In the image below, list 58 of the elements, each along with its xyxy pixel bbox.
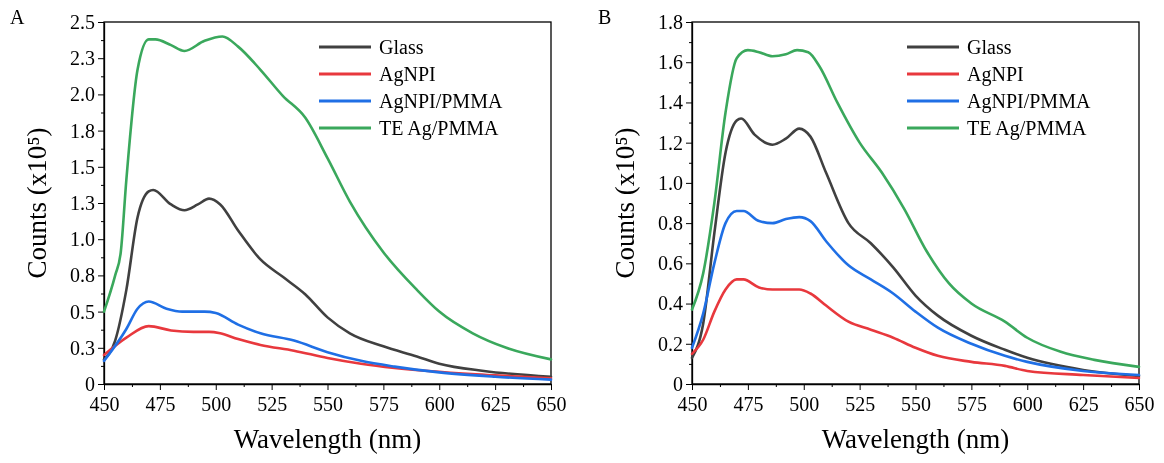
y-tick-label: 0.3 (70, 336, 95, 359)
x-tick-label: 500 (201, 393, 232, 415)
y-tick-label: 1.0 (658, 171, 683, 194)
line-series (690, 209, 1141, 377)
x-tick-label: 650 (1124, 393, 1155, 415)
legend-label: AgNPI/PMMA (379, 90, 503, 113)
y-tick-label: 1.3 (70, 191, 95, 214)
legend-label: Glass (379, 36, 424, 58)
y-tick-label: 1.8 (658, 10, 683, 33)
x-tick-label: 500 (789, 393, 820, 415)
y-tick-label: 0.8 (70, 264, 95, 287)
x-tick-label: 575 (956, 393, 987, 415)
x-tick-label: 600 (424, 393, 455, 415)
y-tick-label: 2.3 (70, 47, 95, 70)
y-tick-label: 0.6 (658, 252, 683, 275)
legend-label: TE Ag/PMMA (967, 117, 1088, 140)
x-tick-label: 525 (845, 393, 876, 415)
y-tick-label: 0.4 (658, 292, 683, 315)
x-tick-label: 575 (368, 393, 399, 415)
x-tick-label: 525 (257, 393, 288, 415)
line-series (102, 300, 553, 381)
y-tick-label: 0 (85, 372, 95, 395)
text: B (598, 6, 612, 28)
y-axis-title: Counts (x10⁵) (610, 127, 640, 279)
x-tick-label: 650 (536, 393, 567, 415)
y-tick-label: 1.8 (70, 119, 95, 142)
x-tick-label: 625 (480, 393, 511, 415)
x-axis-title: Wavelength (nm) (233, 424, 422, 454)
x-tick-label: 450 (89, 393, 120, 415)
legend-label: TE Ag/PMMA (379, 117, 500, 140)
x-tick-label: 475 (145, 393, 176, 415)
y-tick-label: 0.2 (658, 332, 683, 355)
y-tick-label: 0.5 (70, 300, 95, 323)
y-tick-label: 2.0 (70, 83, 95, 106)
y-tick-label: 2.5 (70, 10, 95, 33)
y-tick-label: 1.0 (70, 228, 95, 251)
text: A (10, 6, 25, 28)
line-series (102, 188, 553, 379)
y-tick-label: 1.6 (658, 51, 683, 74)
y-tick-label: 0 (673, 372, 683, 395)
y-tick-label: 1.4 (658, 91, 683, 114)
y-tick-label: 1.2 (658, 131, 683, 154)
x-axis-title: Wavelength (nm) (821, 424, 1010, 454)
y-tick-label: 1.5 (70, 155, 95, 178)
x-tick-label: 550 (901, 393, 931, 415)
x-tick-label: 450 (677, 393, 708, 415)
legend-label: AgNPI (379, 63, 436, 86)
x-tick-label: 550 (313, 393, 343, 415)
legend-label: Glass (967, 36, 1012, 58)
y-axis-title: Counts (x10⁵) (22, 127, 52, 279)
line-series (102, 35, 553, 361)
x-tick-label: 475 (733, 393, 764, 415)
legend-label: AgNPI/PMMA (967, 90, 1091, 113)
y-tick-label: 0.8 (658, 212, 683, 235)
x-tick-label: 600 (1012, 393, 1043, 415)
legend-label: AgNPI (967, 63, 1024, 86)
line-series (690, 278, 1141, 380)
x-tick-label: 625 (1068, 393, 1099, 415)
